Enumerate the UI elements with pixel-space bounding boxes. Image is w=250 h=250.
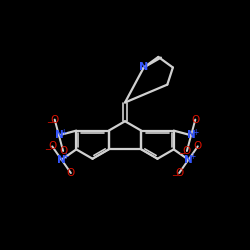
Text: O: O (59, 146, 67, 156)
Text: +: + (60, 128, 66, 136)
Text: O: O (194, 142, 202, 152)
Text: N: N (139, 62, 148, 72)
Text: +: + (62, 152, 69, 161)
Text: N: N (54, 130, 63, 140)
Text: −: − (44, 145, 51, 154)
Text: +: + (192, 128, 198, 136)
Text: O: O (67, 168, 75, 178)
Text: −: − (178, 150, 186, 158)
Text: O: O (50, 114, 59, 124)
Text: −: − (171, 172, 178, 180)
Text: N: N (187, 130, 196, 140)
Text: O: O (48, 142, 56, 152)
Text: N: N (57, 155, 66, 165)
Text: O: O (191, 114, 200, 124)
Text: O: O (175, 168, 183, 178)
Text: −: − (46, 118, 53, 127)
Text: +: + (189, 152, 196, 161)
Text: N: N (184, 155, 193, 165)
Text: O: O (183, 146, 191, 156)
